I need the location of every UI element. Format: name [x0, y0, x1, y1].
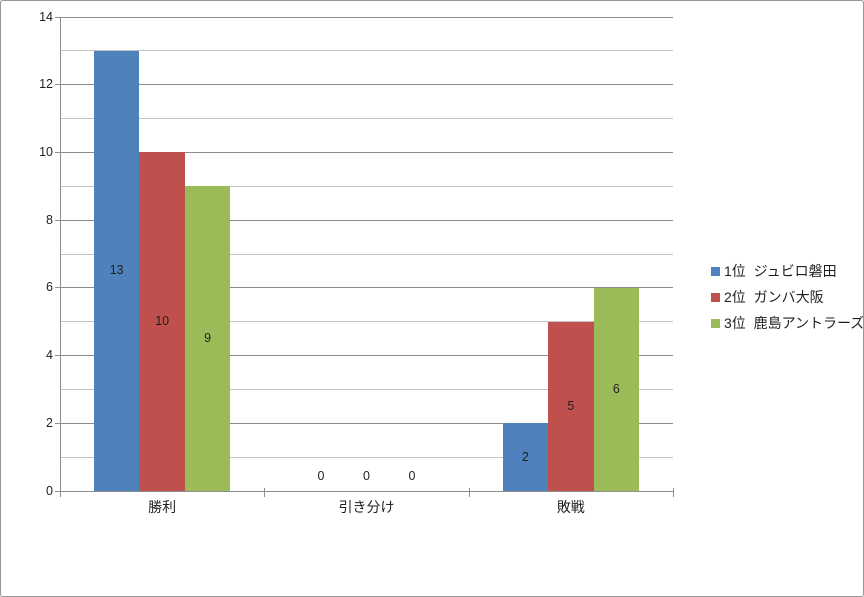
legend-item-label: 3位 鹿島アントラーズ: [724, 315, 864, 331]
y-axis-tick-label: 8: [46, 212, 53, 227]
y-axis-tick-label: 6: [46, 280, 53, 295]
x-axis-category-label: 引き分け: [338, 499, 395, 515]
major-gridline: [60, 16, 673, 18]
bar-value-label: 2: [521, 449, 529, 464]
legend-swatch-icon: [711, 267, 720, 276]
major-gridline: [60, 422, 673, 424]
minor-gridline: [60, 253, 673, 255]
bar-value-label: 5: [567, 398, 575, 413]
major-gridline: [60, 84, 673, 86]
bar-series1-勝利: [93, 50, 140, 491]
minor-gridline: [60, 185, 673, 187]
legend-item: 3位 鹿島アントラーズ: [711, 315, 864, 332]
x-axis-category-label: 勝利: [148, 499, 177, 515]
y-axis-tick: [55, 219, 60, 221]
major-gridline: [60, 287, 673, 289]
y-axis-tick-label: 0: [46, 483, 53, 498]
bar-series2-敗戦: [548, 321, 594, 491]
y-axis-tick: [55, 422, 60, 424]
y-axis-tick-label: 10: [39, 144, 53, 159]
major-gridline: [60, 355, 673, 357]
bar-value-label: 13: [109, 263, 124, 278]
legend-item-label: 2位 ガンバ大阪: [724, 289, 824, 305]
x-axis-tick: [264, 488, 266, 497]
x-axis-tick: [673, 488, 674, 497]
y-axis-tick: [55, 287, 60, 289]
y-axis-tick-label: 14: [39, 9, 53, 24]
legend-swatch-icon: [711, 293, 720, 302]
bar-series2-勝利: [139, 152, 185, 491]
bar-value-label: 10: [155, 314, 170, 329]
legend-swatch-icon: [711, 319, 720, 328]
bar-value-label: 6: [612, 381, 620, 396]
bar-value-label: 0: [408, 468, 416, 483]
y-axis-tick: [55, 490, 60, 492]
minor-gridline: [60, 388, 673, 390]
x-axis-tick: [60, 488, 61, 497]
y-axis-tick-label: 2: [46, 415, 53, 430]
x-axis-tick: [468, 488, 470, 497]
y-axis-line: [60, 17, 61, 492]
y-axis-tick: [55, 16, 60, 18]
major-gridline: [60, 219, 673, 221]
x-axis-category-label: 敗戦: [556, 499, 585, 515]
y-axis-tick: [55, 151, 60, 153]
minor-gridline: [60, 50, 673, 52]
bar-series3-敗戦: [593, 287, 640, 491]
y-axis-tick-label: 12: [39, 77, 53, 92]
legend-item: 1位 ジュビロ磐田: [711, 263, 861, 280]
x-axis-line: [60, 491, 674, 492]
bar-value-label: 0: [363, 468, 370, 483]
minor-gridline: [60, 456, 673, 458]
bar-series1-敗戦: [502, 423, 549, 491]
bar-series3-勝利: [184, 186, 231, 491]
y-axis-tick: [55, 355, 60, 357]
major-gridline: [60, 151, 673, 153]
legend-item: 2位 ガンバ大阪: [711, 289, 861, 306]
bar-value-label: 0: [317, 468, 325, 483]
y-axis-tick: [55, 84, 60, 86]
y-axis-tick-label: 4: [46, 348, 53, 363]
minor-gridline: [60, 118, 673, 120]
minor-gridline: [60, 321, 673, 323]
legend-item-label: 1位 ジュビロ磐田: [724, 263, 837, 279]
bar-value-label: 9: [204, 331, 212, 346]
